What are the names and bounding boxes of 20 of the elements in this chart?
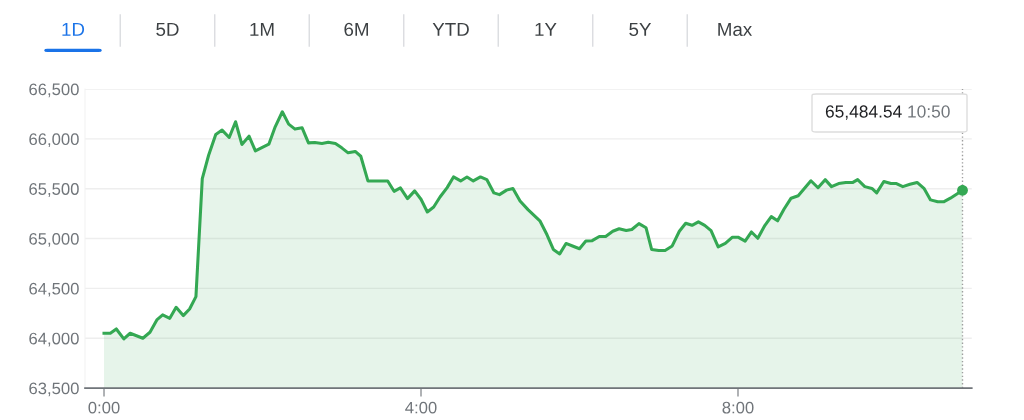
x-tick-label: 8:00 — [722, 401, 754, 414]
text: 5D — [156, 22, 179, 37]
annotation: 10:50 — [908, 105, 950, 118]
text: YTD — [432, 22, 469, 36]
text: 5Y — [629, 22, 652, 37]
x-tick-label: 4:00 — [405, 401, 437, 414]
text: 1D — [62, 22, 85, 36]
y-tick-label: 66,500 — [29, 83, 79, 98]
y-tick-label: 66,000 — [29, 133, 79, 148]
text: Max — [718, 22, 753, 37]
y-tick-label: 65,000 — [29, 232, 79, 247]
x-tick-label: 0:00 — [88, 401, 120, 414]
annotation: 65,484.54 — [825, 105, 902, 120]
y-tick-label: 63,500 — [29, 382, 79, 397]
y-tick-label: 64,000 — [29, 332, 79, 347]
text: 6M — [344, 22, 368, 37]
text: 1Y — [535, 22, 557, 36]
y-tick-label: 64,500 — [29, 282, 79, 297]
text: 1M — [250, 22, 274, 36]
y-tick-label: 65,500 — [29, 183, 79, 197]
